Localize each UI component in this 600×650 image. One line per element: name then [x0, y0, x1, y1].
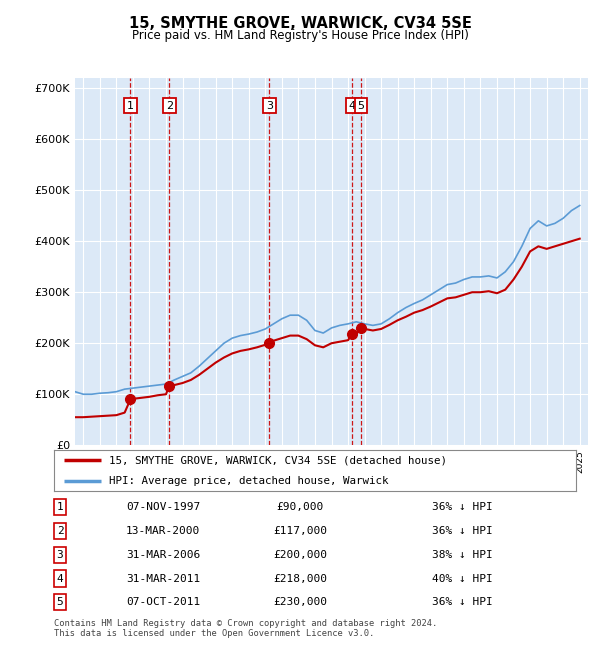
Text: £218,000: £218,000: [273, 573, 327, 584]
Text: 4: 4: [56, 573, 64, 584]
Text: Price paid vs. HM Land Registry's House Price Index (HPI): Price paid vs. HM Land Registry's House …: [131, 29, 469, 42]
Text: 07-NOV-1997: 07-NOV-1997: [126, 502, 200, 512]
Text: 40% ↓ HPI: 40% ↓ HPI: [432, 573, 493, 584]
Text: Contains HM Land Registry data © Crown copyright and database right 2024.
This d: Contains HM Land Registry data © Crown c…: [54, 619, 437, 638]
Text: 36% ↓ HPI: 36% ↓ HPI: [432, 526, 493, 536]
Text: HPI: Average price, detached house, Warwick: HPI: Average price, detached house, Warw…: [109, 476, 388, 486]
Text: £90,000: £90,000: [277, 502, 323, 512]
Text: 3: 3: [266, 101, 273, 111]
Text: 36% ↓ HPI: 36% ↓ HPI: [432, 597, 493, 607]
Text: 1: 1: [127, 101, 134, 111]
Text: 13-MAR-2000: 13-MAR-2000: [126, 526, 200, 536]
Text: 07-OCT-2011: 07-OCT-2011: [126, 597, 200, 607]
Text: 3: 3: [56, 550, 64, 560]
Text: 2: 2: [166, 101, 173, 111]
Text: 31-MAR-2011: 31-MAR-2011: [126, 573, 200, 584]
Text: 5: 5: [357, 101, 364, 111]
Text: 15, SMYTHE GROVE, WARWICK, CV34 5SE (detached house): 15, SMYTHE GROVE, WARWICK, CV34 5SE (det…: [109, 455, 447, 465]
Text: 36% ↓ HPI: 36% ↓ HPI: [432, 502, 493, 512]
Text: 38% ↓ HPI: 38% ↓ HPI: [432, 550, 493, 560]
Text: £117,000: £117,000: [273, 526, 327, 536]
Text: 1: 1: [56, 502, 64, 512]
Text: 4: 4: [349, 101, 356, 111]
Text: £200,000: £200,000: [273, 550, 327, 560]
Text: £230,000: £230,000: [273, 597, 327, 607]
Text: 15, SMYTHE GROVE, WARWICK, CV34 5SE: 15, SMYTHE GROVE, WARWICK, CV34 5SE: [128, 16, 472, 31]
Text: 5: 5: [56, 597, 64, 607]
Text: 2: 2: [56, 526, 64, 536]
Text: 31-MAR-2006: 31-MAR-2006: [126, 550, 200, 560]
